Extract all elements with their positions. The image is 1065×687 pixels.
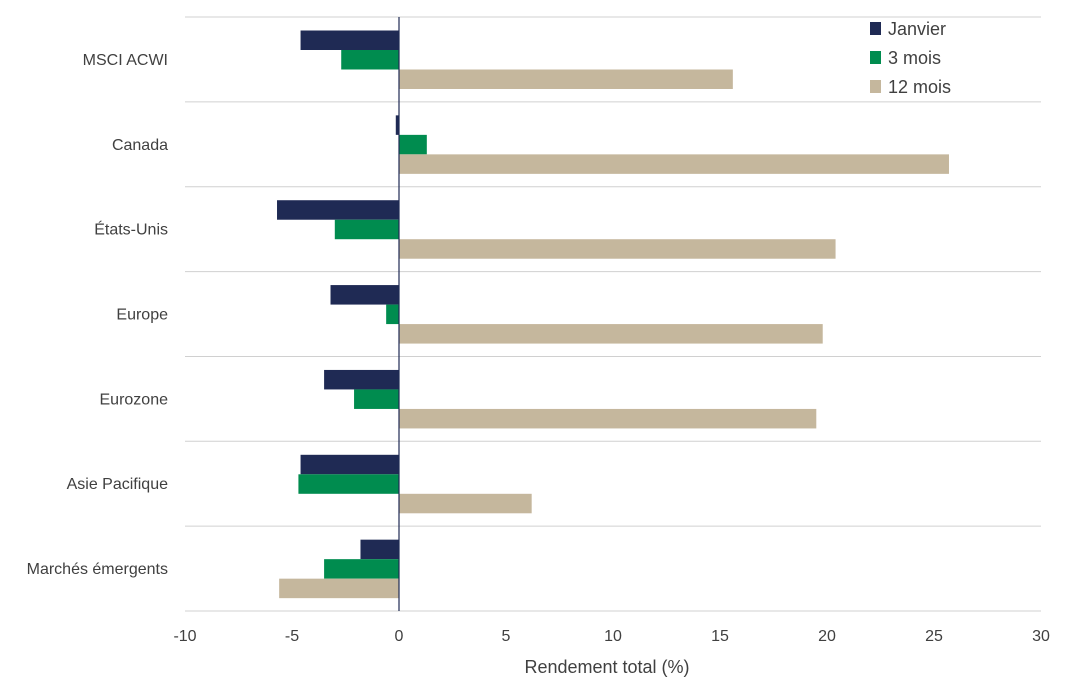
grid-lines [185, 16, 1041, 612]
legend-swatch [870, 51, 881, 64]
bar-12-mois-2 [399, 239, 836, 259]
x-tick-label: 5 [502, 628, 511, 645]
legend-label: Janvier [888, 19, 946, 39]
bar-3-mois-2 [334, 219, 399, 240]
bar-3-mois-6 [324, 559, 399, 579]
legend-swatch [870, 80, 881, 93]
bar-janvier-2 [277, 200, 399, 220]
category-labels: MSCI ACWI Canada États-Unis Europe Eurozone A… [27, 52, 168, 578]
x-tick-label: -10 [173, 628, 196, 645]
bar-janvier-6 [360, 539, 399, 560]
x-tick-label: 25 [925, 628, 943, 645]
bar-3-mois-3 [386, 304, 399, 325]
bar-12-mois-4 [399, 408, 817, 429]
bar-12-mois-5 [399, 493, 532, 514]
bar-3-mois-1 [399, 134, 427, 155]
bar-3-mois-5 [298, 474, 399, 494]
legend-swatch [870, 22, 881, 35]
bar-janvier-0 [300, 30, 399, 50]
legend-label: 3 mois [888, 48, 941, 68]
category-label: Canada [112, 137, 168, 154]
bar-12-mois-6 [279, 578, 399, 599]
bars [277, 30, 949, 599]
legend-label: 12 mois [888, 77, 951, 97]
category-label: États-Unis [94, 220, 168, 239]
x-tick-label: 15 [711, 628, 729, 645]
x-tick-label: 10 [604, 628, 622, 645]
x-tick-label: 20 [818, 628, 836, 645]
bar-12-mois-3 [399, 324, 823, 344]
bar-janvier-3 [330, 285, 399, 305]
category-label: Asie Pacifique [67, 476, 168, 493]
category-label: MSCI ACWI [83, 52, 168, 69]
x-tick-label: 30 [1032, 628, 1050, 645]
bar-janvier-4 [324, 369, 399, 390]
x-tick-label: -5 [285, 628, 299, 645]
bar-janvier-1 [395, 115, 399, 135]
x-tick-label: 0 [395, 628, 404, 645]
legend: Janvier 3 mois 12 mois [870, 19, 951, 97]
category-label: Marchés émergents [27, 561, 168, 578]
bar-janvier-5 [300, 454, 399, 475]
bar-12-mois-0 [399, 69, 733, 89]
x-axis-title: Rendement total (%) [524, 657, 689, 677]
bar-12-mois-1 [399, 154, 949, 174]
x-tick-labels: -10 -5 0 5 10 15 20 25 30 [173, 628, 1050, 645]
category-label: Europe [116, 307, 168, 324]
category-label: Eurozone [100, 391, 169, 408]
bar-3-mois-4 [354, 389, 399, 409]
bar-3-mois-0 [341, 50, 399, 70]
